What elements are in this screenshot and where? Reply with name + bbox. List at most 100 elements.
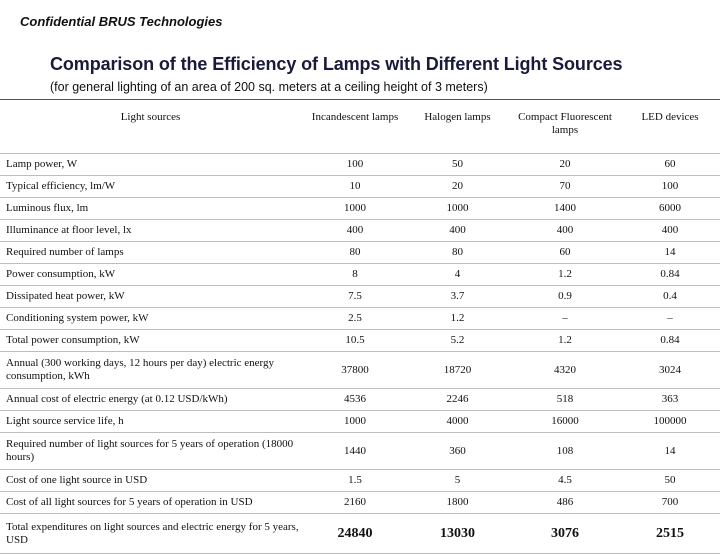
cell-halogen: 360	[405, 432, 510, 470]
cell-incandescent: 7.5	[305, 285, 405, 308]
cell-cfl: 518	[510, 388, 620, 411]
row-label: Total power consumption, kW	[0, 329, 305, 352]
table-row: Total power consumption, kW 10.5 5.2 1.2…	[0, 329, 720, 352]
cell-cfl: 108	[510, 432, 620, 470]
cell-led: 700	[620, 491, 720, 514]
table-row: Required number of lamps 80 80 60 14	[0, 241, 720, 264]
cell-led: 0.84	[620, 263, 720, 286]
cell-cfl: 70	[510, 175, 620, 198]
row-label: Required number of lamps	[0, 241, 305, 264]
row-label: Conditioning system power, kW	[0, 307, 305, 330]
table-row: Annual cost of electric energy (at 0.12 …	[0, 388, 720, 411]
cell-incandescent: 8	[305, 263, 405, 286]
cell-led: 2515	[620, 513, 720, 554]
cell-halogen: 20	[405, 175, 510, 198]
row-label: Typical efficiency, lm/W	[0, 175, 305, 198]
cell-halogen: 4000	[405, 410, 510, 433]
row-label: Cost of all light sources for 5 years of…	[0, 491, 305, 514]
row-label: Total expenditures on light sources and …	[0, 513, 305, 554]
cell-cfl: 4.5	[510, 469, 620, 492]
confidential-header: Confidential BRUS Technologies	[20, 14, 223, 29]
comparison-table: Light sources Incandescent lamps Halogen…	[0, 100, 720, 554]
cell-halogen: 50	[405, 153, 510, 176]
row-label: Cost of one light source in USD	[0, 469, 305, 492]
cell-incandescent: 2.5	[305, 307, 405, 330]
header-divider	[0, 99, 720, 100]
cell-incandescent: 10	[305, 175, 405, 198]
cell-incandescent: 1440	[305, 432, 405, 470]
cell-led: 3024	[620, 351, 720, 389]
cell-cfl: 60	[510, 241, 620, 264]
cell-incandescent: 1.5	[305, 469, 405, 492]
cell-cfl: 3076	[510, 513, 620, 554]
cell-halogen: 3.7	[405, 285, 510, 308]
cell-led: 400	[620, 219, 720, 242]
table-row: Power consumption, kW 8 4 1.2 0.84	[0, 263, 720, 286]
cell-incandescent: 100	[305, 153, 405, 176]
cell-halogen: 1800	[405, 491, 510, 514]
row-label: Power consumption, kW	[0, 263, 305, 286]
cell-cfl: 486	[510, 491, 620, 514]
table-row: Annual (300 working days, 12 hours per d…	[0, 351, 720, 389]
cell-halogen: 5.2	[405, 329, 510, 352]
table-row: Cost of one light source in USD 1.5 5 4.…	[0, 469, 720, 492]
cell-led: 0.4	[620, 285, 720, 308]
cell-incandescent: 4536	[305, 388, 405, 411]
column-header-incandescent: Incandescent lamps	[305, 100, 405, 154]
cell-incandescent: 24840	[305, 513, 405, 554]
table-row: Required number of light sources for 5 y…	[0, 432, 720, 470]
cell-halogen: 5	[405, 469, 510, 492]
table-row: Conditioning system power, kW 2.5 1.2 – …	[0, 307, 720, 330]
table-row: Illuminance at floor level, lx 400 400 4…	[0, 219, 720, 242]
cell-led: 0.84	[620, 329, 720, 352]
row-label: Lamp power, W	[0, 153, 305, 176]
cell-led: 100000	[620, 410, 720, 433]
cell-halogen: 2246	[405, 388, 510, 411]
row-label: Luminous flux, lm	[0, 197, 305, 220]
cell-cfl: 0.9	[510, 285, 620, 308]
page-subtitle: (for general lighting of an area of 200 …	[50, 80, 488, 94]
cell-incandescent: 1000	[305, 410, 405, 433]
table-row: Light source service life, h 1000 4000 1…	[0, 410, 720, 433]
cell-led: –	[620, 307, 720, 330]
cell-cfl: 1400	[510, 197, 620, 220]
cell-led: 6000	[620, 197, 720, 220]
cell-led: 14	[620, 432, 720, 470]
column-header-light-sources: Light sources	[0, 100, 305, 154]
cell-incandescent: 400	[305, 219, 405, 242]
cell-led: 363	[620, 388, 720, 411]
cell-halogen: 18720	[405, 351, 510, 389]
table-row: Luminous flux, lm 1000 1000 1400 6000	[0, 197, 720, 220]
cell-cfl: –	[510, 307, 620, 330]
cell-cfl: 400	[510, 219, 620, 242]
table-row: Dissipated heat power, kW 7.5 3.7 0.9 0.…	[0, 285, 720, 308]
row-label: Annual (300 working days, 12 hours per d…	[0, 351, 305, 389]
table-row: Cost of all light sources for 5 years of…	[0, 491, 720, 514]
cell-incandescent: 80	[305, 241, 405, 264]
cell-led: 60	[620, 153, 720, 176]
cell-led: 100	[620, 175, 720, 198]
cell-cfl: 1.2	[510, 329, 620, 352]
cell-incandescent: 10.5	[305, 329, 405, 352]
row-label: Light source service life, h	[0, 410, 305, 433]
column-header-halogen: Halogen lamps	[405, 100, 510, 154]
column-header-led: LED devices	[620, 100, 720, 154]
row-label: Illuminance at floor level, lx	[0, 219, 305, 242]
table-row-total: Total expenditures on light sources and …	[0, 513, 720, 554]
cell-cfl: 1.2	[510, 263, 620, 286]
cell-halogen: 13030	[405, 513, 510, 554]
table-row: Typical efficiency, lm/W 10 20 70 100	[0, 175, 720, 198]
cell-halogen: 80	[405, 241, 510, 264]
row-label: Dissipated heat power, kW	[0, 285, 305, 308]
row-label: Annual cost of electric energy (at 0.12 …	[0, 388, 305, 411]
page-title: Comparison of the Efficiency of Lamps wi…	[50, 54, 623, 74]
cell-led: 50	[620, 469, 720, 492]
cell-halogen: 1.2	[405, 307, 510, 330]
cell-incandescent: 37800	[305, 351, 405, 389]
cell-halogen: 4	[405, 263, 510, 286]
cell-cfl: 16000	[510, 410, 620, 433]
cell-incandescent: 1000	[305, 197, 405, 220]
cell-led: 14	[620, 241, 720, 264]
cell-cfl: 4320	[510, 351, 620, 389]
row-label: Required number of light sources for 5 y…	[0, 432, 305, 470]
